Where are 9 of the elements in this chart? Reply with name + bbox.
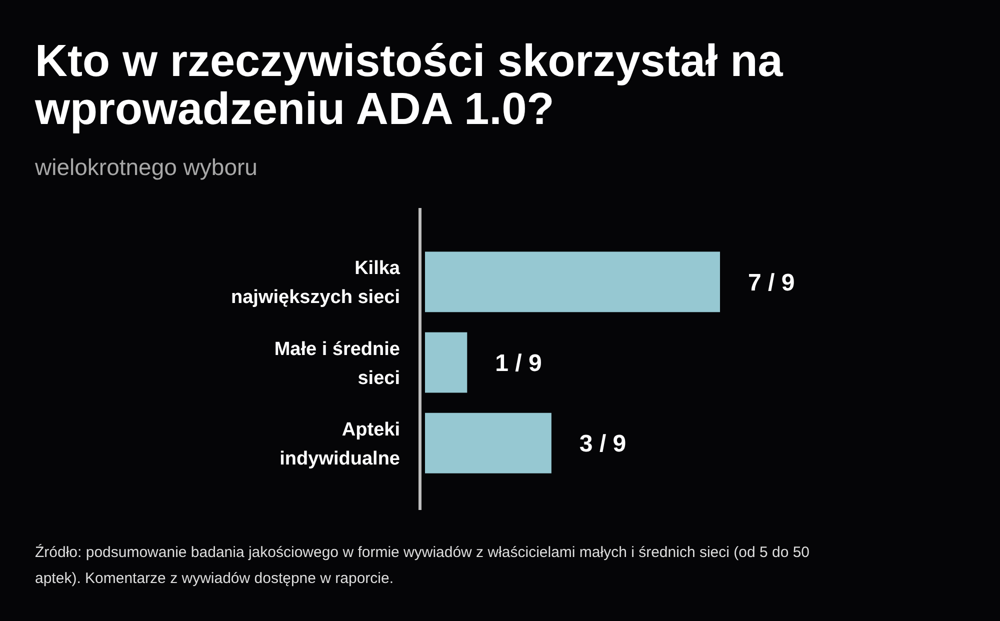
text: Źródło: podsumowanie badania jakościowego w formie wywiadów z właścicielami małych i średnich sieci (od 5 do 50 aptek). Komentarze z wywiadów dostępne w raporcie. [35, 543, 810, 587]
y-tick-label: Apteki indywidualne [280, 419, 400, 470]
chart-title: Kto w rzeczywistości skorzystał na wprowadzeniu ADA 1.0? [34, 35, 784, 134]
data-label: 3 / 9 [579, 430, 626, 458]
y-tick-label: Kilka największych sieci [231, 258, 400, 308]
text: wielokrotnego wyboru [34, 154, 258, 180]
data-label: 7 / 9 [748, 270, 795, 297]
data-label: 1 / 9 [495, 350, 542, 378]
y-tick-label: Małe i średnie sieci [274, 338, 400, 389]
